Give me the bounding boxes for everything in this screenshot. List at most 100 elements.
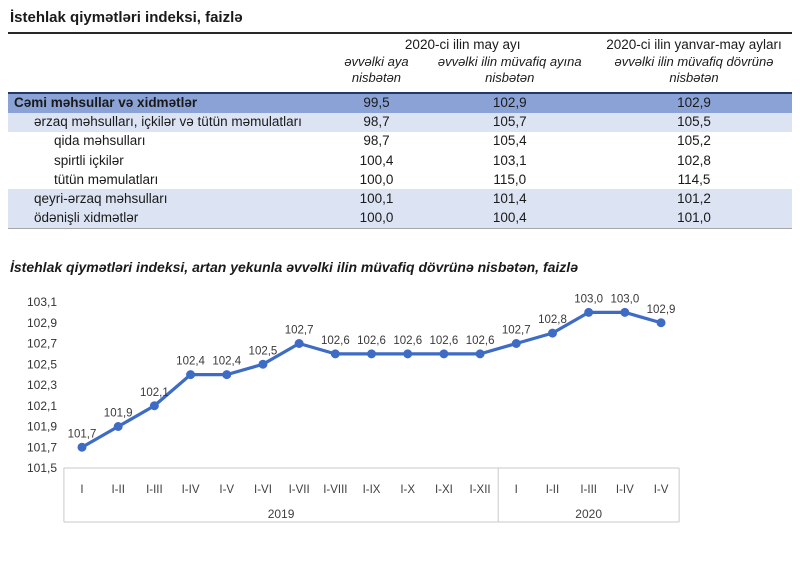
- table-header-group-row: 2020-ci ilin may ayı 2020-ci ilin yanvar-…: [8, 34, 792, 53]
- value-cell: 105,7: [492, 114, 527, 130]
- data-point: [584, 307, 594, 317]
- value-cell: 102,9: [492, 95, 527, 110]
- x-axis-label: I-V: [654, 484, 669, 496]
- table-row: qeyri-ərzaq məhsulları 100,1 101,4 101,2: [8, 189, 792, 209]
- value-cell: 100,1: [359, 190, 394, 206]
- data-point: [77, 442, 87, 452]
- data-label: 102,7: [285, 324, 314, 336]
- x-axis-label: I-V: [219, 484, 234, 496]
- data-point: [294, 338, 304, 348]
- x-axis-label: I-IV: [616, 484, 634, 496]
- value-cell: 100,4: [423, 208, 596, 229]
- row-label: spirtli içkilər: [54, 152, 124, 168]
- x-axis-label: I-X: [400, 484, 415, 496]
- table-row: qida məhsulları 98,7 105,4 105,2: [8, 131, 792, 152]
- column-header: əvvəlki ilin müvafiq dövrünə nisbətən: [614, 54, 774, 86]
- row-label: ödənişli xidmətlər: [8, 208, 330, 229]
- table-row: ödənişli xidmətlər 100,0 100,4 101,0: [8, 208, 792, 229]
- value-cell: 98,7: [363, 114, 390, 130]
- x-axis-label: I-XI: [435, 484, 453, 496]
- value-cell: 105,2: [677, 133, 711, 149]
- y-axis-label: 102,9: [27, 316, 57, 330]
- value-cell: 100,0: [359, 171, 394, 187]
- data-point: [222, 369, 232, 379]
- data-point: [656, 318, 666, 328]
- page-title: İstehlak qiymətləri indeksi, faizlə: [8, 0, 792, 34]
- table-header-row: əvvəlki aya nisbətən əvvəlki ilin müvafiq…: [8, 53, 792, 93]
- x-axis-label: I-IV: [182, 484, 200, 496]
- cpi-table: 2020-ci ilin may ayı 2020-ci ilin yanvar-…: [8, 34, 792, 229]
- value-cell: 98,7: [363, 133, 390, 149]
- value-cell: 105,4: [492, 133, 527, 149]
- data-label: 102,6: [466, 335, 495, 347]
- chart-canvas: 103,1 102,9 102,7 102,5 102,3 102,1 101,9 101,7…: [27, 293, 680, 523]
- x-axis-label: I-VIII: [323, 484, 347, 496]
- x-axis-label: I-II: [111, 484, 124, 496]
- y-axis-label: 102,7: [27, 337, 57, 351]
- column-group-label: 2020-ci ilin may ayı: [404, 37, 521, 52]
- y-axis-label: 103,1: [27, 295, 57, 309]
- value-cell: 114,5: [677, 171, 711, 187]
- data-label: 102,6: [321, 335, 350, 347]
- data-label: 103,0: [574, 293, 603, 305]
- line-chart: 103,1 102,9 102,7 102,5 102,3 102,1 101,9 101,7…: [0, 279, 792, 546]
- value-cell: 103,1: [492, 152, 527, 168]
- value-cell: 105,5: [677, 114, 711, 130]
- data-label: 102,4: [176, 355, 205, 367]
- data-point: [113, 421, 123, 431]
- data-label: 102,6: [430, 335, 459, 347]
- column-header: əvvəlki ilin müvafiq ayına nisbətən: [437, 54, 582, 86]
- table-body: Cəmi məhsullar və xidmətlər 99,5 102,9 102,…: [8, 92, 792, 229]
- y-axis-label: 101,5: [27, 461, 57, 475]
- y-axis-label: 102,5: [27, 357, 57, 371]
- row-label: qeyri-ərzaq məhsulları: [34, 190, 168, 206]
- data-point: [620, 307, 630, 317]
- data-point: [367, 349, 377, 359]
- data-point: [149, 401, 159, 411]
- table-row: ərzaq məhsulları, içkilər və tütün məmul…: [8, 112, 792, 132]
- chart-title: İstehlak qiymətləri indeksi, artan yekun…: [10, 258, 578, 275]
- x-axis-label: I-XII: [470, 484, 491, 496]
- series-line: [80, 310, 663, 449]
- x-axis-label: I-VI: [254, 484, 272, 496]
- data-label: 101,9: [104, 407, 133, 419]
- y-axis-label: 101,7: [27, 440, 57, 454]
- year-label: 2020: [575, 507, 602, 521]
- value-cell: 102,8: [677, 152, 711, 168]
- x-axis-label: I-II: [546, 484, 559, 496]
- data-label: 103,0: [610, 293, 639, 305]
- value-cell: 102,9: [677, 95, 711, 110]
- data-label: 102,7: [502, 324, 531, 336]
- data-point: [330, 349, 340, 359]
- x-axis-label: I-IX: [363, 484, 381, 496]
- row-label: ərzaq məhsulları, içkilər və tütün məmul…: [34, 114, 302, 130]
- value-cell: 101,4: [492, 190, 527, 206]
- data-label: 102,5: [249, 345, 278, 357]
- data-label: 102,9: [647, 304, 676, 316]
- data-point: [475, 349, 485, 359]
- value-cell: 101,2: [677, 190, 711, 206]
- value-cell: 101,0: [595, 208, 792, 229]
- x-axis-label: I: [515, 484, 518, 496]
- y-axis-label: 102,1: [27, 399, 57, 413]
- header-spacer-cell: [8, 53, 329, 93]
- data-label: 102,6: [357, 335, 386, 347]
- data-label: 101,7: [68, 428, 97, 440]
- x-axis-label: I-III: [146, 484, 163, 496]
- table-row: tütün məmulatları 100,0 115,0 114,5: [8, 170, 792, 190]
- data-point: [403, 349, 413, 359]
- y-axis-label: 101,9: [27, 420, 57, 434]
- data-point: [547, 328, 557, 338]
- x-axis-label: I: [80, 484, 83, 496]
- data-label: 102,1: [140, 387, 169, 399]
- data-label: 102,4: [212, 355, 241, 367]
- value-cell: 100,0: [329, 208, 424, 229]
- row-label: Cəmi məhsullar və xidmətlər: [14, 95, 198, 110]
- value-cell: 100,4: [359, 152, 394, 168]
- x-axis-label: I-III: [580, 484, 597, 496]
- data-label: 102,6: [393, 335, 422, 347]
- column-header: əvvəlki aya nisbətən: [344, 54, 409, 86]
- value-cell: 99,5: [363, 95, 390, 110]
- table-head: 2020-ci ilin may ayı 2020-ci ilin yanvar-…: [8, 34, 792, 93]
- header-spacer-cell: [8, 34, 329, 53]
